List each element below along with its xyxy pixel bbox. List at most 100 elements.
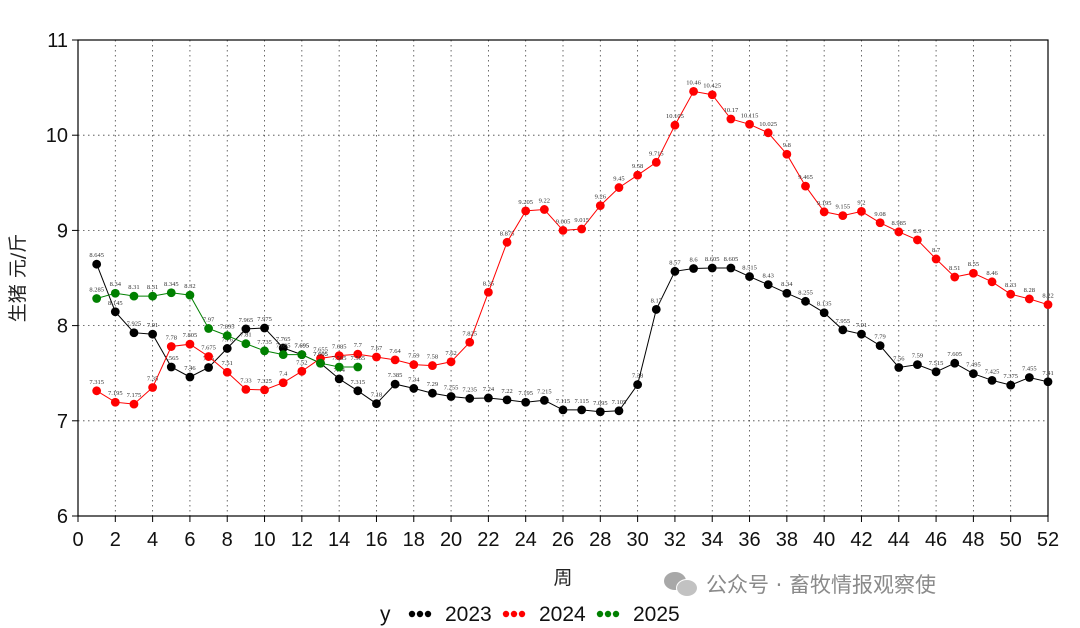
data-point	[129, 291, 139, 301]
data-label: 8.43	[763, 273, 774, 280]
x-tick-label: 0	[72, 529, 83, 551]
data-point	[968, 369, 978, 379]
data-point	[465, 337, 475, 347]
data-point	[838, 325, 848, 335]
data-point	[633, 380, 643, 390]
data-label: 7.195	[518, 390, 533, 397]
data-point	[110, 397, 120, 407]
data-label: 7.455	[1022, 365, 1037, 372]
data-label: 7.81	[240, 332, 251, 339]
data-point	[166, 288, 176, 298]
data-label: 7.565	[332, 355, 347, 362]
data-label: 8.605	[724, 256, 739, 263]
x-tick-label: 42	[850, 529, 872, 551]
data-label: 7.605	[947, 351, 962, 358]
data-label: 7.35	[147, 375, 158, 382]
x-tick-label: 38	[776, 529, 798, 551]
data-label: 9.155	[835, 204, 850, 211]
data-point	[297, 366, 307, 376]
data-label: 7.565	[350, 355, 365, 362]
data-point	[913, 360, 922, 370]
data-label: 10.025	[759, 121, 777, 128]
data-label: 9.08	[874, 211, 885, 218]
x-tick-label: 32	[664, 529, 686, 551]
x-tick-label: 6	[184, 529, 195, 551]
x-tick-label: 44	[888, 529, 910, 551]
data-label: 7.675	[201, 345, 216, 352]
data-label: 10.17	[724, 107, 739, 114]
data-point	[260, 346, 269, 356]
data-label: 7.105	[612, 399, 627, 406]
data-point	[745, 119, 754, 129]
data-label: 8.55	[968, 261, 979, 268]
data-label: 7.315	[350, 379, 365, 386]
data-point	[110, 307, 120, 317]
data-point	[1006, 380, 1016, 390]
data-point	[222, 331, 232, 340]
data-label: 7.115	[556, 398, 570, 405]
data-label: 7.59	[912, 353, 923, 360]
data-label: 8.515	[742, 265, 757, 272]
data-point	[782, 288, 792, 298]
x-tick-label: 28	[589, 529, 611, 551]
data-label: 7.79	[874, 334, 885, 341]
data-point	[801, 181, 810, 191]
data-point	[372, 399, 381, 409]
data-point	[894, 363, 904, 372]
x-tick-label: 20	[440, 529, 462, 551]
data-label: 8.31	[147, 284, 158, 291]
data-point	[726, 263, 736, 273]
data-label: 8.28	[1024, 287, 1035, 294]
data-point	[222, 367, 232, 377]
data-label: 8.605	[705, 256, 720, 263]
data-label: 9.8	[783, 142, 791, 149]
data-point	[931, 367, 941, 377]
data-label: 7.29	[427, 381, 438, 388]
legend-item-2025: 2025	[596, 603, 680, 626]
data-label: 7.315	[89, 379, 104, 386]
data-point	[875, 341, 885, 350]
data-label: 10.105	[666, 113, 684, 120]
y-tick-label: 7	[57, 411, 68, 433]
data-label: 7.33	[240, 377, 251, 384]
data-point	[148, 329, 158, 339]
data-label: 9.005	[556, 218, 571, 225]
x-tick-label: 10	[253, 529, 275, 551]
data-point	[1006, 289, 1016, 299]
data-label: 7.695	[295, 343, 310, 350]
data-label: 7.46	[184, 365, 196, 372]
x-axis-title: 周	[553, 567, 572, 589]
series-line-2023	[96, 264, 1049, 413]
data-point	[875, 218, 885, 228]
series-line-2024	[96, 90, 1049, 405]
data-label: 7.91	[147, 322, 158, 329]
data-point	[726, 114, 736, 124]
data-point	[483, 393, 493, 403]
data-label: 7.59	[408, 353, 419, 360]
data-label: 7.4	[279, 371, 288, 378]
data-point	[1024, 373, 1034, 382]
data-point	[390, 355, 400, 365]
data-point	[185, 339, 195, 349]
data-point	[633, 170, 643, 180]
data-label: 7.385	[388, 372, 403, 379]
data-label: 8.345	[164, 281, 179, 288]
x-tick-label: 36	[738, 529, 760, 551]
data-point	[204, 352, 213, 361]
data-point	[577, 405, 587, 415]
data-label: 7.97	[203, 316, 215, 323]
data-label: 7.565	[164, 355, 179, 362]
data-label: 7.215	[537, 388, 552, 395]
x-tick-label: 34	[701, 529, 723, 551]
data-point	[390, 379, 400, 389]
data-point	[446, 392, 456, 401]
data-label: 7.655	[313, 346, 328, 353]
x-tick-label: 40	[813, 529, 835, 551]
data-point	[316, 358, 325, 368]
data-point	[502, 395, 512, 405]
legend-item-2024: 2024	[502, 603, 586, 626]
data-point	[334, 362, 344, 372]
x-tick-label: 16	[365, 529, 387, 551]
data-point	[502, 237, 512, 247]
legend-label: 2025	[633, 603, 680, 626]
